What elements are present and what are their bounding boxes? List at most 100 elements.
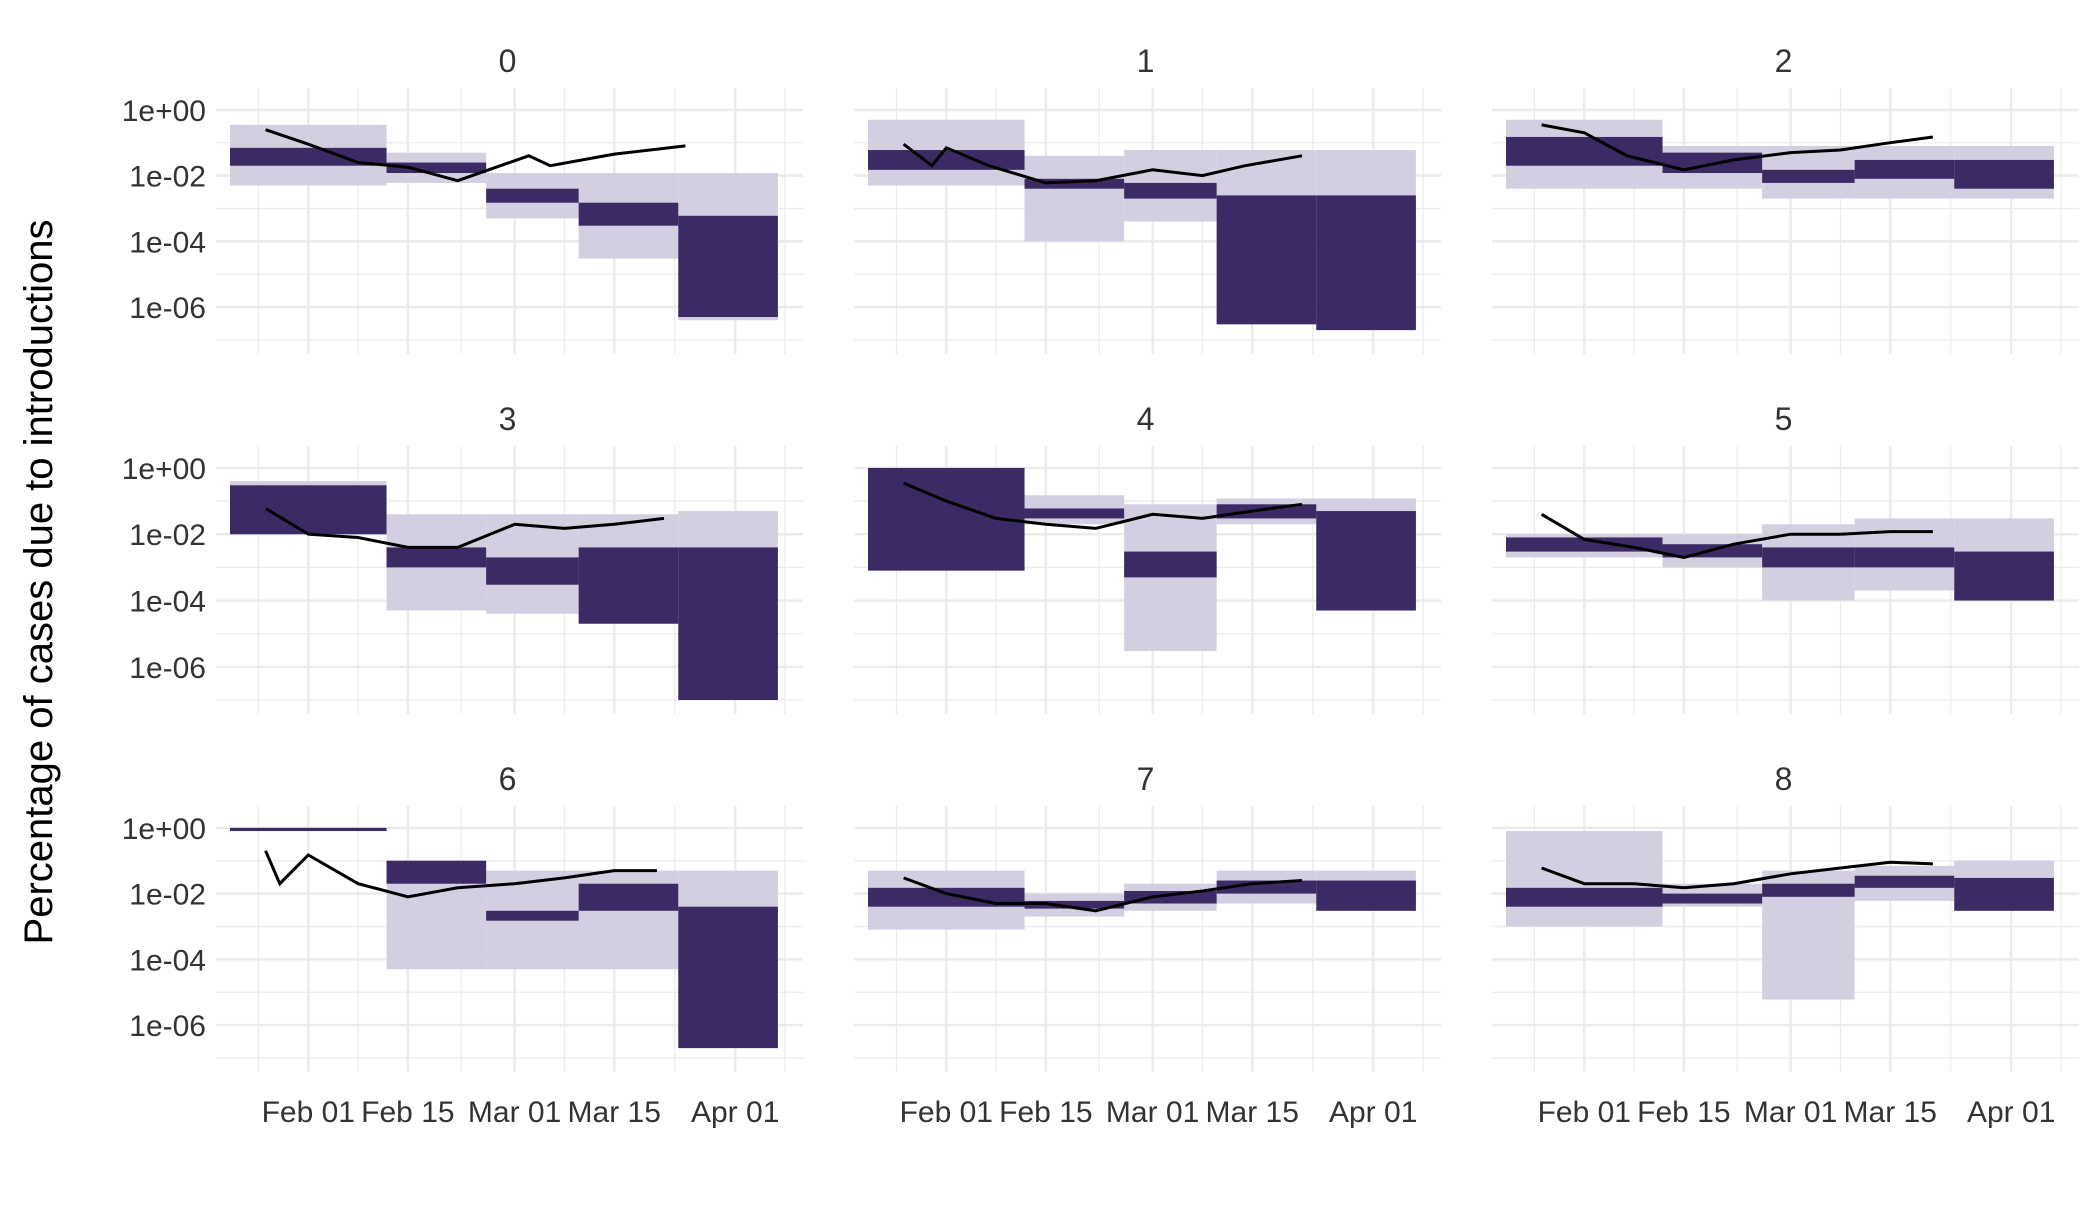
facet-panel-4: 4 [854,401,1441,714]
observed-line [264,850,657,899]
x-tick-label: Mar 15 [1206,1096,1299,1129]
x-tick-label: Feb 01 [1538,1096,1631,1129]
y-tick-label: 1e+00 [122,813,206,846]
observed-line [1541,860,1933,890]
outer-interval-band [1124,504,1217,652]
facet-title: 4 [1137,401,1155,437]
facet-title: 3 [499,401,517,437]
inner-interval-band [1124,551,1217,578]
inner-interval-band [230,485,387,535]
y-tick-label: 1e+00 [122,95,206,128]
inner-interval-band [1854,159,1955,179]
y-tick-label: 1e-04 [129,944,206,977]
facet-title: 8 [1775,761,1793,797]
inner-interval-band [386,162,487,174]
y-tick-label: 1e-02 [129,161,206,194]
inner-interval-band [1762,169,1855,183]
inner-interval-band [1854,547,1955,568]
x-tick-label: Feb 15 [361,1096,454,1129]
inner-interval-band [1316,511,1416,611]
inner-interval-band [1762,547,1855,568]
facet-panel-3: 3 1e+00 1e-02 1e-04 1e-06 [122,401,803,714]
inner-interval-band [1316,880,1416,911]
x-tick-label: Mar 15 [568,1096,661,1129]
x-tick-label: Feb 15 [1637,1096,1730,1129]
inner-interval-band [1506,136,1663,166]
observed-line [903,876,1303,913]
facet-title: 1 [1137,43,1155,79]
inner-interval-band [1954,877,2054,911]
inner-interval-band [1662,893,1763,904]
inner-interval-band [1854,875,1955,888]
inner-interval-band [486,557,579,585]
inner-interval-band [1216,195,1317,325]
facet-panel-5: 5 [1492,401,2079,714]
x-tick-label: Feb 01 [262,1096,355,1129]
facet-title: 0 [499,43,517,79]
x-tick-label: Mar 01 [1744,1096,1837,1129]
inner-interval-band [1216,504,1317,519]
inner-interval-band [386,860,487,884]
inner-interval-band [1954,551,2054,601]
y-tick-label: 1e-04 [129,226,206,259]
observed-line [1541,123,1934,172]
x-tick-label: Feb 15 [999,1096,1092,1129]
inner-interval-band [578,883,679,911]
y-tick-label: 1e-04 [129,586,206,619]
y-axis-label: Percentage of cases due to introductions [17,220,61,945]
facet-panel-7: 7 Feb 01 Feb 15 Mar 01 Mar 15 Apr 01 [854,761,1441,1129]
x-tick-label: Apr 01 [1967,1096,2055,1129]
inner-interval-band [230,827,387,832]
facet-panel-1: 1 [854,43,1441,354]
facet-panel-0: 0 1e+00 1e-02 1e-04 1e-06 [122,43,803,354]
facet-panel-6: 6 1e+00 1e-02 1e-04 1e-06 Feb 01 Feb 15 Mar 01 M… [122,761,803,1129]
facet-title: 5 [1775,401,1793,437]
facet-panel-2: 2 [1492,43,2079,354]
inner-interval-band [230,147,387,166]
inner-interval-band [1316,195,1416,331]
inner-interval-band [1124,891,1217,904]
inner-interval-band [1024,178,1125,189]
inner-interval-band [1024,508,1125,519]
y-tick-label: 1e-02 [129,519,206,552]
observed-line [1540,513,1933,559]
y-tick-label: 1e+00 [122,453,206,486]
x-tick-label: Apr 01 [691,1096,779,1129]
inner-interval-band [578,547,679,624]
observed-line [902,143,1303,185]
observed-line [903,481,1303,530]
x-tick-label: Mar 01 [468,1096,561,1129]
outer-interval-band [1024,155,1125,242]
inner-interval-band [386,547,487,568]
inner-interval-band [1954,159,2054,189]
observed-line [264,507,665,549]
x-tick-label: Apr 01 [1329,1096,1417,1129]
inner-interval-band [486,188,579,203]
facet-title: 6 [499,761,517,797]
inner-interval-band [1506,887,1663,907]
facet-panel-8: 8 Feb 01 Feb 15 Mar 01 Mar 15 Apr 01 [1492,761,2079,1129]
y-tick-label: 1e-06 [129,652,206,685]
inner-interval-band [678,547,778,700]
inner-interval-band [1762,883,1855,897]
inner-interval-band [486,910,579,921]
y-tick-label: 1e-06 [129,292,206,325]
inner-interval-band [1124,182,1217,199]
x-tick-label: Mar 15 [1844,1096,1937,1129]
inner-interval-band [868,150,1025,170]
inner-interval-band [678,215,778,318]
y-tick-label: 1e-02 [129,879,206,912]
inner-interval-band [1506,537,1663,552]
inner-interval-band [1024,900,1125,909]
inner-interval-band [678,906,778,1049]
x-tick-label: Feb 01 [900,1096,993,1129]
y-tick-label: 1e-06 [129,1010,206,1043]
outer-interval-band [1506,831,1663,927]
x-tick-label: Mar 01 [1106,1096,1199,1129]
inner-interval-band [578,202,679,226]
facet-title: 2 [1775,43,1793,79]
facet-title: 7 [1137,761,1155,797]
observed-line [265,128,686,183]
